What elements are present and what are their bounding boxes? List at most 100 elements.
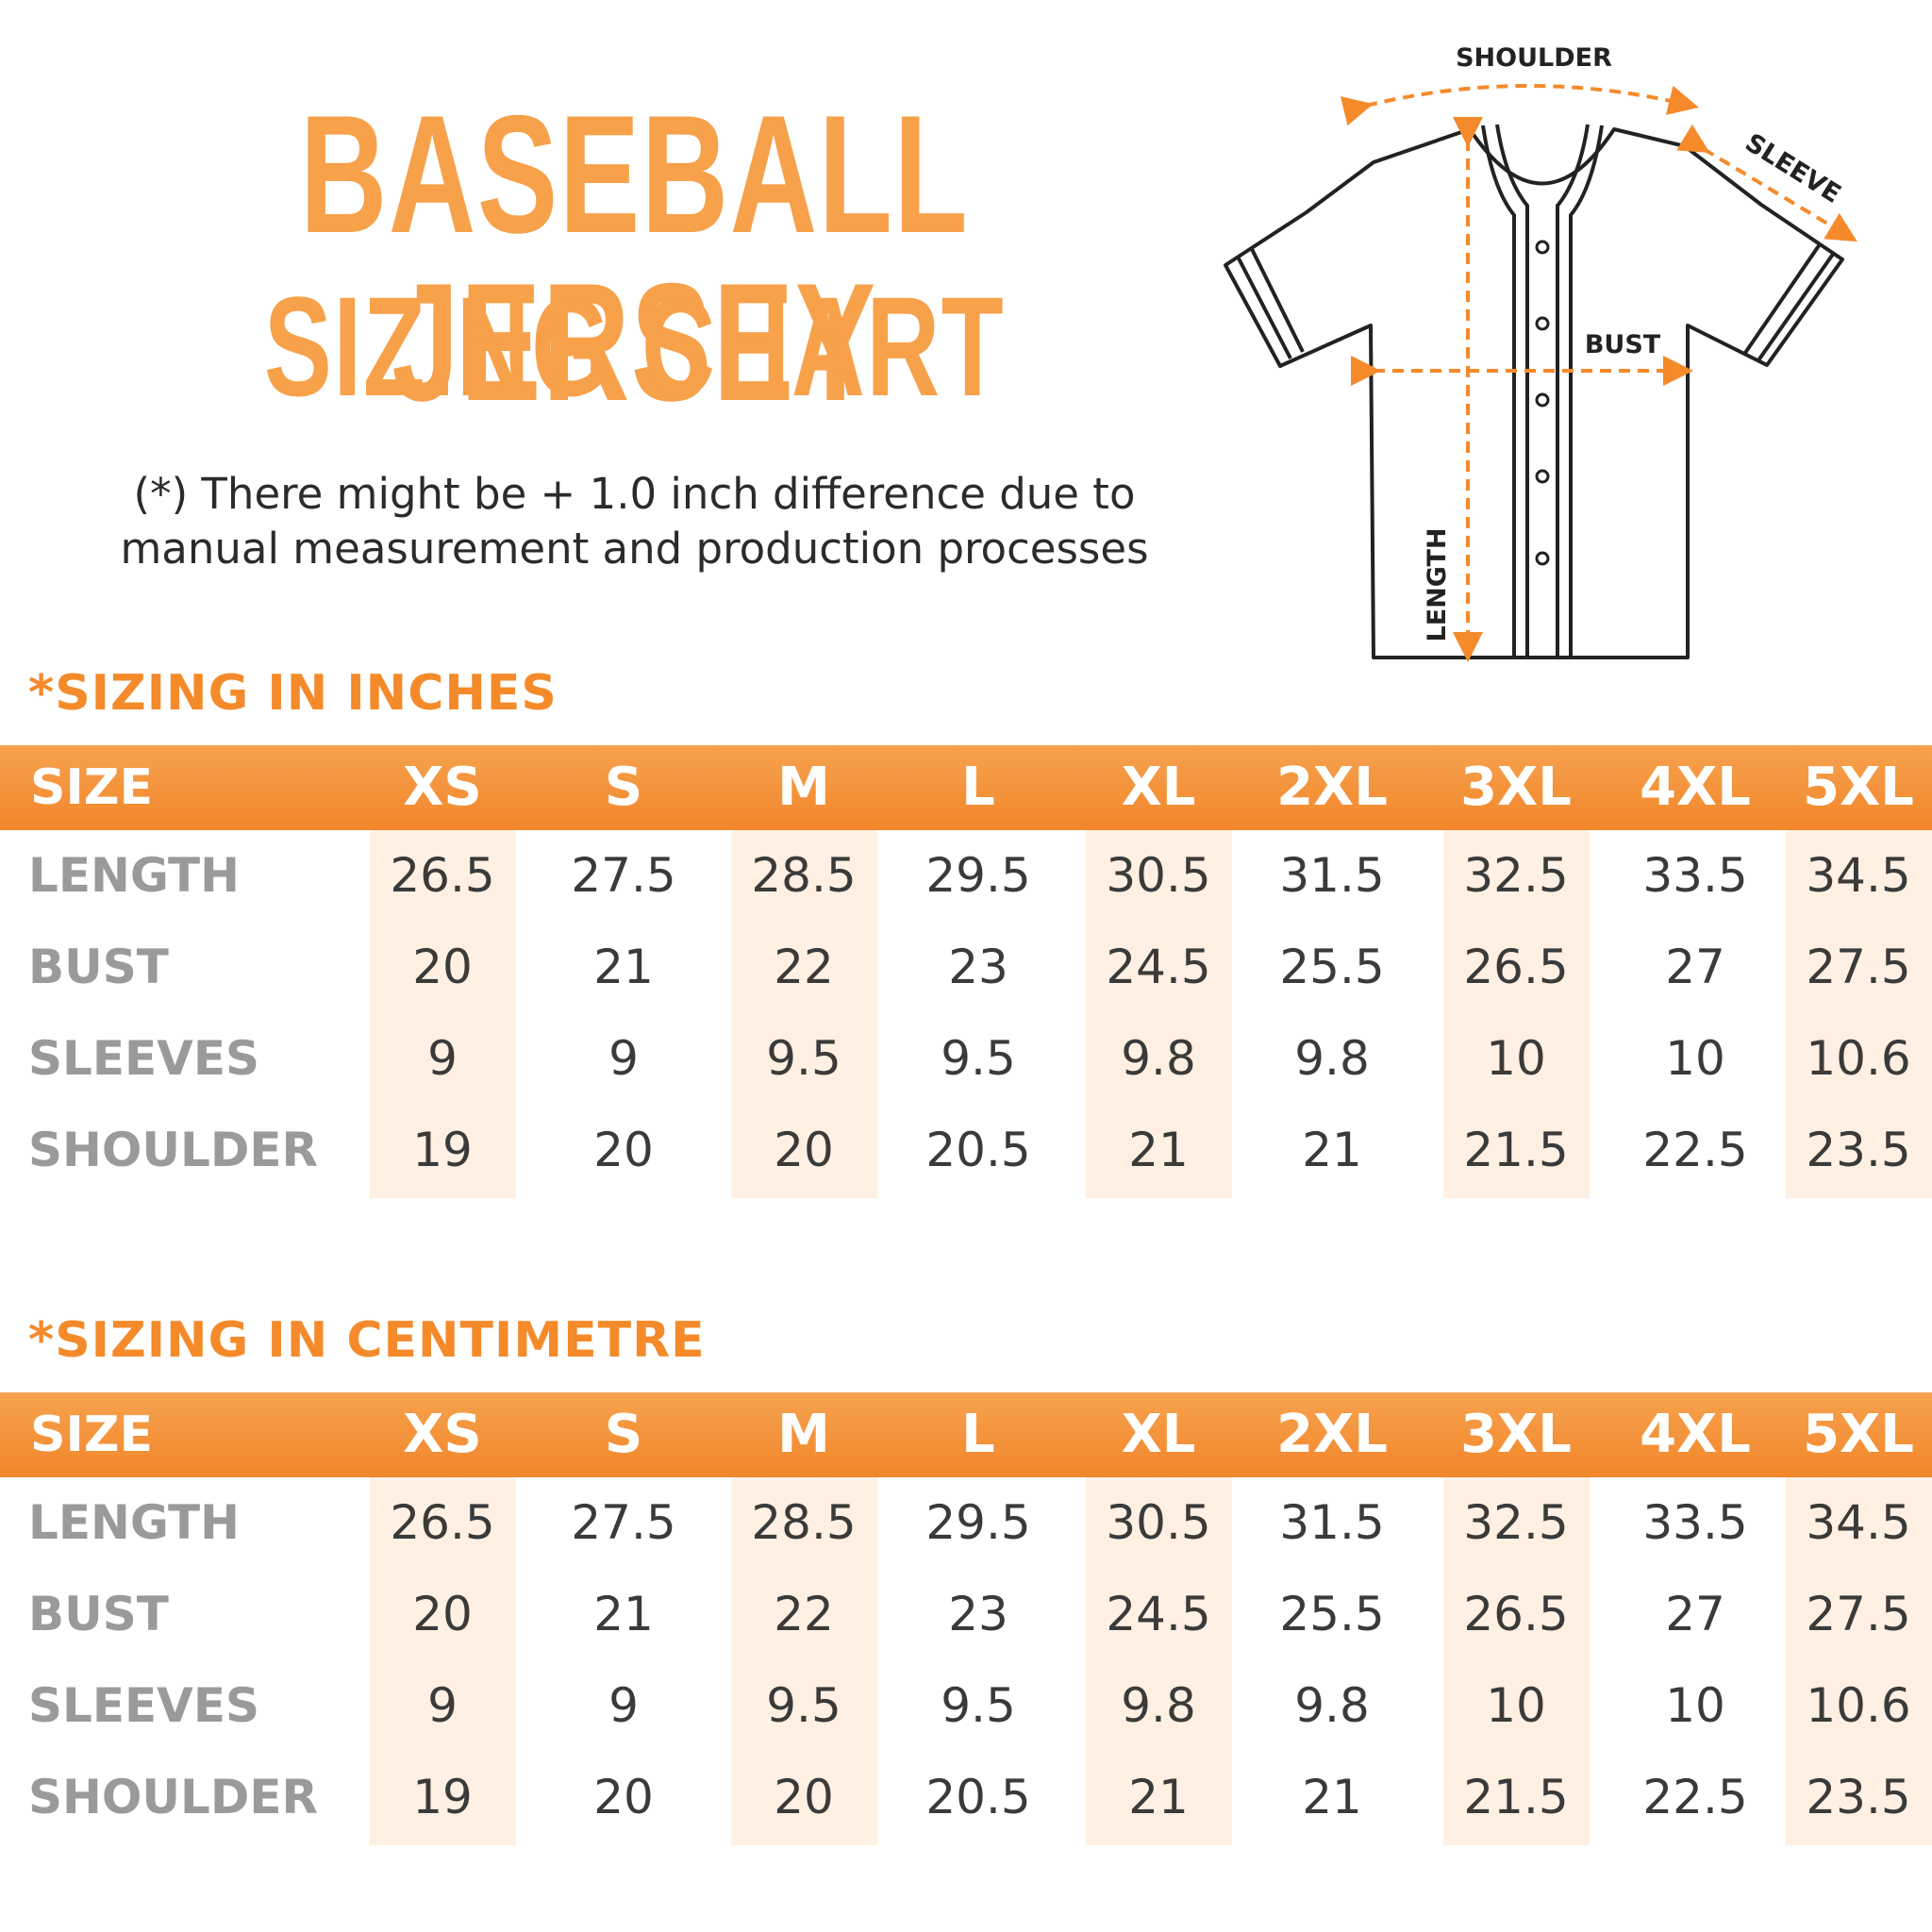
size-header-xs: XS xyxy=(403,757,482,818)
measure-lines xyxy=(1340,84,1857,662)
table-cell: 9 xyxy=(427,1678,458,1733)
table-cell: 23 xyxy=(948,1587,1008,1641)
table-cell: 25.5 xyxy=(1279,940,1385,994)
table-cell: 24.5 xyxy=(1106,1587,1211,1641)
column-highlight xyxy=(1785,830,1932,1198)
row-label: SLEEVES xyxy=(28,1678,260,1733)
table-row-bust: BUST 20 21 22 23 24.5 25.5 26.5 27 27.5 xyxy=(0,1569,1932,1660)
table-cell: 32.5 xyxy=(1463,848,1569,903)
table-cell: 28.5 xyxy=(751,1495,857,1550)
section-title-centimetre: *SIZING IN CENTIMETRE xyxy=(28,1312,706,1369)
table-cell: 20 xyxy=(774,1770,834,1824)
header-size-label: SIZE xyxy=(30,759,154,816)
table-cell: 31.5 xyxy=(1279,1495,1385,1550)
note-line-2: manual measurement and production proces… xyxy=(120,524,1149,574)
column-highlight xyxy=(730,830,877,1198)
table-cell: 23.5 xyxy=(1806,1770,1911,1824)
table-cell: 9.8 xyxy=(1121,1678,1196,1733)
jersey-trim xyxy=(1236,124,1836,658)
table-cell: 20 xyxy=(412,1587,473,1641)
table-cell: 21.5 xyxy=(1463,1123,1569,1177)
row-label: BUST xyxy=(28,1587,169,1641)
size-header-m: M xyxy=(777,757,830,818)
table-cell: 21.5 xyxy=(1463,1770,1569,1824)
table-cell: 9 xyxy=(427,1031,458,1086)
size-header-l: L xyxy=(961,757,995,818)
table-cell: 9.5 xyxy=(766,1031,841,1086)
table-cell: 33.5 xyxy=(1642,848,1748,903)
table-row-sleeves: SLEEVES 9 9 9.5 9.5 9.8 9.8 10 10 10.6 xyxy=(0,1660,1932,1752)
table-cell: 9.5 xyxy=(766,1678,841,1733)
table-cell: 9.8 xyxy=(1294,1031,1370,1086)
table-cell: 21 xyxy=(1302,1123,1362,1177)
table-cell: 26.5 xyxy=(390,1495,495,1550)
table-row-sleeves: SLEEVES 9 9 9.5 9.5 9.8 9.8 10 10 10.6 xyxy=(0,1013,1932,1105)
table-cell: 10 xyxy=(1665,1031,1725,1086)
section-title-inches: *SIZING IN INCHES xyxy=(28,665,558,722)
size-header-5xl: 5XL xyxy=(1803,1404,1914,1465)
table-cell: 22 xyxy=(774,1587,834,1641)
size-header-xl: XL xyxy=(1121,757,1196,818)
size-header-3xl: 3XL xyxy=(1460,1404,1572,1465)
table-cell: 9 xyxy=(608,1031,639,1086)
size-header-3xl: 3XL xyxy=(1460,757,1572,818)
table-cell: 22.5 xyxy=(1642,1770,1748,1824)
table-cell: 27.5 xyxy=(1806,1587,1911,1641)
size-header-xs: XS xyxy=(403,1404,482,1465)
table-cell: 21 xyxy=(593,1587,654,1641)
row-label: SLEEVES xyxy=(28,1031,260,1086)
table-row-length: LENGTH 26.5 27.5 28.5 29.5 30.5 31.5 32.5 33.5 34… xyxy=(0,830,1932,922)
table-cell: 20.5 xyxy=(925,1123,1031,1177)
column-highlight xyxy=(369,830,516,1198)
page-subtitle: SIZING CHART xyxy=(263,267,1006,425)
table-cell: 20 xyxy=(593,1123,654,1177)
table-cell: 20 xyxy=(593,1770,654,1824)
table-cell: 27.5 xyxy=(571,1495,676,1550)
shoulder-label: SHOULDER xyxy=(1456,43,1612,73)
table-cell: 33.5 xyxy=(1642,1495,1748,1550)
table-cell: 27 xyxy=(1665,1587,1725,1641)
measurement-note: (*) There might be + 1.0 inch difference… xyxy=(57,467,1212,576)
length-label: LENGTH xyxy=(1423,528,1452,642)
table-cell: 25.5 xyxy=(1279,1587,1385,1641)
size-header-4xl: 4XL xyxy=(1640,1404,1751,1465)
note-line-1: (*) There might be + 1.0 inch difference… xyxy=(133,469,1136,519)
size-header-5xl: 5XL xyxy=(1803,757,1914,818)
sleeve-label: SLEEVE xyxy=(1740,128,1845,209)
table-cell: 34.5 xyxy=(1806,848,1911,903)
row-label: BUST xyxy=(28,940,169,994)
table-cell: 9.8 xyxy=(1294,1678,1370,1733)
table-cell: 26.5 xyxy=(390,848,495,903)
size-header-4xl: 4XL xyxy=(1640,757,1751,818)
table-cell: 34.5 xyxy=(1806,1495,1911,1550)
jersey-outline xyxy=(1224,127,1844,659)
size-header-xl: XL xyxy=(1121,1404,1196,1465)
column-highlight xyxy=(1085,1477,1232,1845)
column-highlight xyxy=(730,1477,877,1845)
table-cell: 9.5 xyxy=(941,1031,1016,1086)
table-cell: 27 xyxy=(1665,940,1725,994)
table-cell: 23 xyxy=(948,940,1008,994)
table-cell: 21 xyxy=(1302,1770,1362,1824)
table-cell: 21 xyxy=(1128,1123,1189,1177)
table-cell: 30.5 xyxy=(1106,848,1211,903)
column-highlight xyxy=(1085,830,1232,1198)
table-cell: 20 xyxy=(412,940,473,994)
table-cell: 32.5 xyxy=(1463,1495,1569,1550)
table-cell: 10 xyxy=(1486,1031,1546,1086)
bust-label: BUST xyxy=(1585,330,1661,359)
table-cell: 23.5 xyxy=(1806,1123,1911,1177)
jersey-diagram: SHOULDER SLEEVE BUST LENGTH xyxy=(1224,43,1857,662)
table-cell: 10.6 xyxy=(1806,1678,1911,1733)
size-header-2xl: 2XL xyxy=(1276,1404,1388,1465)
row-label: LENGTH xyxy=(28,848,240,903)
table-row-length: LENGTH 26.5 27.5 28.5 29.5 30.5 31.5 32.5 33.5 34… xyxy=(0,1477,1932,1569)
table-header-row: SIZE XS S M L XL 2XL 3XL 4XL 5XL xyxy=(0,745,1932,830)
header-size-label: SIZE xyxy=(30,1407,154,1463)
table-cell: 21 xyxy=(1128,1770,1189,1824)
row-label: LENGTH xyxy=(28,1495,240,1550)
table-cell: 30.5 xyxy=(1106,1495,1211,1550)
table-cell: 19 xyxy=(412,1123,473,1177)
table-row-bust: BUST 20 21 22 23 24.5 25.5 26.5 27 27.5 xyxy=(0,922,1932,1013)
table-cell: 28.5 xyxy=(751,848,857,903)
